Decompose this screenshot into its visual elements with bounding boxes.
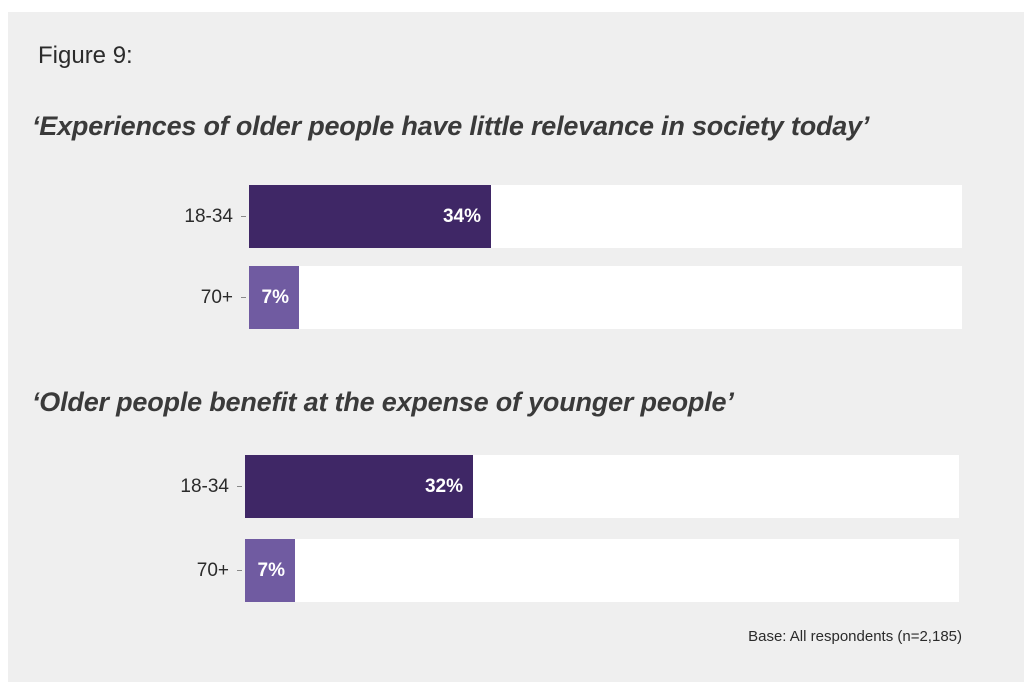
chart-2-axis-tick — [237, 570, 242, 571]
chart-1-axis-tick — [241, 216, 246, 217]
chart-1-category-label: 18-34 — [184, 206, 233, 227]
chart-2-bar-track: 32% — [245, 455, 959, 518]
chart-2-bar-age-70-plus — [245, 539, 295, 602]
chart-1-bar-age-70-plus — [249, 266, 299, 329]
figure-label: Figure 9: — [38, 42, 133, 69]
base-note: Base: All respondents (n=2,185) — [748, 628, 962, 645]
chart-1-bar-track: 34% — [249, 185, 962, 248]
chart-1-category-label: 70+ — [200, 287, 233, 308]
chart-1-title: ‘Experiences of older people have little… — [32, 111, 870, 141]
chart-2-category-label: 18-34 — [180, 476, 229, 497]
chart-2-axis-tick — [237, 486, 242, 487]
chart-1-axis-tick — [241, 297, 246, 298]
chart-2-title: ‘Older people benefit at the expense of … — [32, 387, 734, 417]
chart-1-bar-age-18-34 — [249, 185, 491, 248]
chart-2-category-label: 70+ — [196, 560, 229, 581]
chart-1-data-label: 7% — [261, 287, 289, 308]
chart-2-bar-age-18-34 — [245, 455, 473, 518]
chart-1-bar-track: 7% — [249, 266, 962, 329]
chart-2-data-label: 32% — [424, 476, 463, 497]
chart-1-data-label: 34% — [442, 206, 481, 227]
chart-2-data-label: 7% — [257, 560, 285, 581]
chart-2-bar-track: 7% — [245, 539, 959, 602]
